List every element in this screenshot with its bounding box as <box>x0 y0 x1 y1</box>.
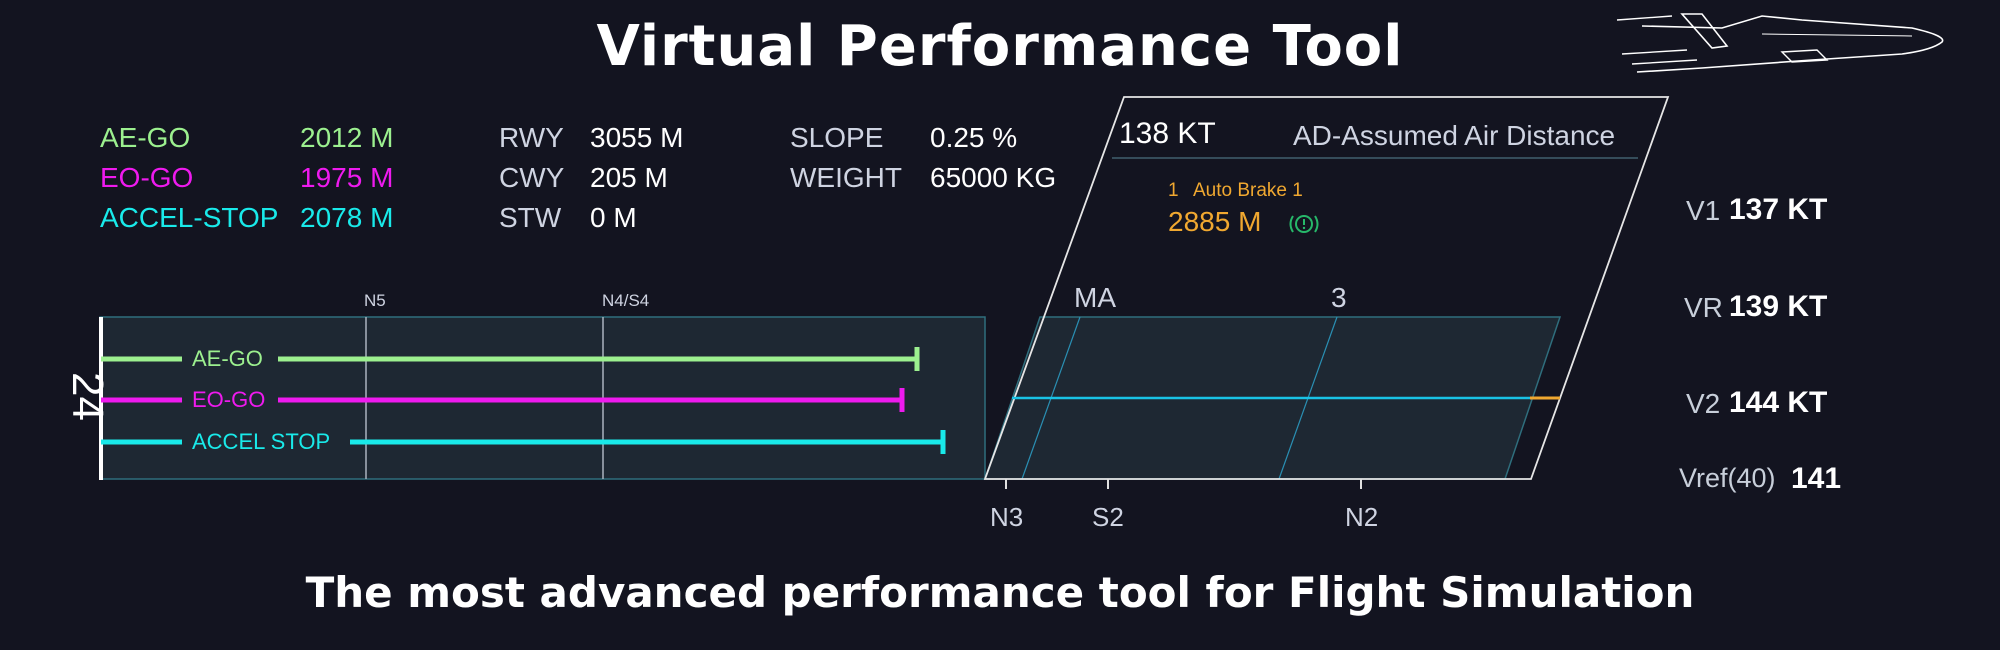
marker-n4s4: N4/S4 <box>602 291 650 310</box>
accel-stop-label: ACCEL-STOP <box>100 202 279 233</box>
weight-value: 65000 KG <box>930 162 1057 193</box>
accel-stop-value: 2078 M <box>300 202 394 233</box>
eo-go-value: 1975 M <box>300 162 394 193</box>
marker-3: 3 <box>1331 282 1347 313</box>
eo-go-label: EO-GO <box>100 162 194 193</box>
v1-value: 137 KT <box>1729 193 1828 226</box>
autobrake-label: Auto Brake 1 <box>1193 180 1303 201</box>
marker-n5: N5 <box>364 291 386 310</box>
eo-go-bar-label: EO-GO <box>192 387 266 412</box>
v2-label: V2 <box>1686 388 1721 419</box>
marker-s2: S2 <box>1092 502 1124 532</box>
runway-designator: 24 <box>63 372 112 421</box>
air-distance-speed: 138 KT <box>1119 117 1216 150</box>
cwy-value: 205 M <box>590 162 668 193</box>
marker-ma: MA <box>1074 282 1116 313</box>
marker-n2: N2 <box>1345 502 1379 532</box>
airplane-icon <box>1616 13 1944 73</box>
vref-label: Vref(40) <box>1679 463 1776 493</box>
air-distance-box <box>983 96 1670 480</box>
ae-go-bar-label: AE-GO <box>192 346 263 371</box>
vref-value: 141 <box>1791 462 1842 495</box>
v1-label: V1 <box>1686 195 1721 226</box>
page-subtitle: The most advanced performance tool for F… <box>305 568 1695 617</box>
slope-value: 0.25 % <box>930 122 1018 153</box>
stw-value: 0 M <box>590 202 637 233</box>
rwy-label: RWY <box>499 122 564 153</box>
weight-label: WEIGHT <box>790 162 902 193</box>
ae-go-label: AE-GO <box>100 122 191 153</box>
page-title: Virtual Performance Tool <box>596 14 1404 79</box>
air-distance-label: AD-Assumed Air Distance <box>1293 120 1616 151</box>
autobrake-distance: 2885 M <box>1168 206 1262 237</box>
accel-stop-bar-label: ACCEL STOP <box>192 429 331 454</box>
autobrake-number: 1 <box>1168 180 1179 201</box>
brake-warning-icon <box>1289 215 1319 233</box>
stw-label: STW <box>499 202 562 233</box>
slope-label: SLOPE <box>790 122 884 153</box>
cwy-label: CWY <box>499 162 565 193</box>
vr-label: VR <box>1684 292 1723 323</box>
rwy-value: 3055 M <box>590 122 684 153</box>
v2-value: 144 KT <box>1729 386 1828 419</box>
vr-value: 139 KT <box>1729 290 1828 323</box>
marker-n3: N3 <box>990 502 1024 532</box>
ae-go-value: 2012 M <box>300 122 394 153</box>
